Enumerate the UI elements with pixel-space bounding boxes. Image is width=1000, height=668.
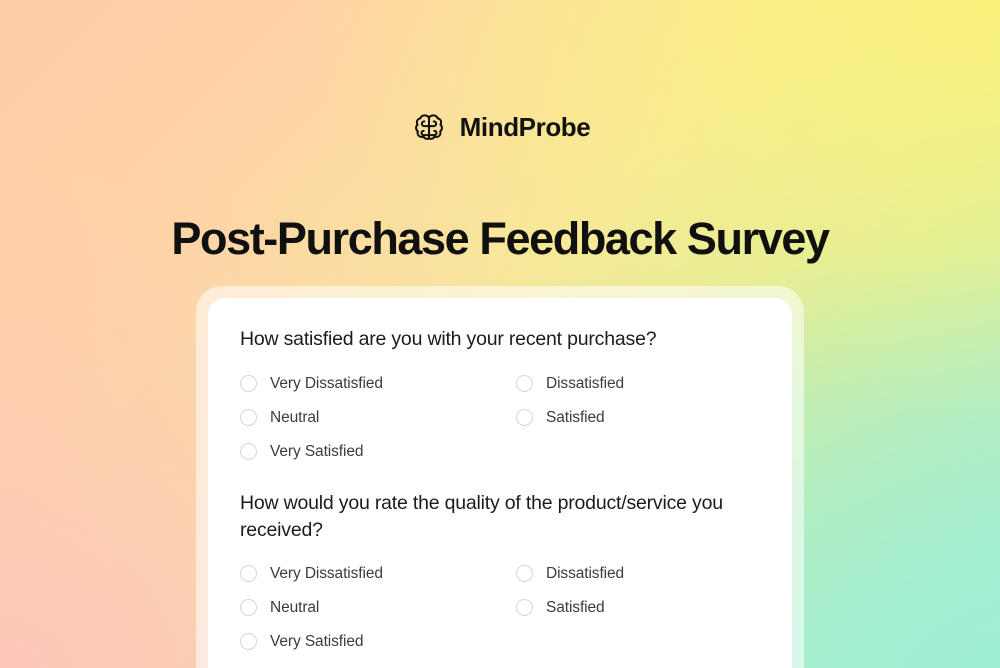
brand-logo: MindProbe [0,108,1000,146]
option-label: Neutral [270,408,320,426]
option-item[interactable]: Neutral [240,408,516,426]
option-label: Dissatisfied [546,565,625,583]
option-item[interactable]: Dissatisfied [516,374,760,392]
option-label: Very Satisfied [270,633,364,651]
option-label: Satisfied [546,408,605,426]
question-block: How would you rate the quality of the pr… [240,490,760,659]
brain-icon [410,108,448,146]
question-text: How would you rate the quality of the pr… [240,492,723,541]
survey-card: How satisfied are you with your recent p… [208,298,792,668]
option-item[interactable]: Neutral [240,599,516,617]
option-label: Very Satisfied [270,442,364,460]
radio-icon[interactable] [516,565,533,583]
option-item[interactable]: Very Dissatisfied [240,565,516,583]
survey-card-frame: How satisfied are you with your recent p… [196,286,804,668]
radio-icon[interactable] [240,442,257,460]
option-item[interactable]: Satisfied [516,408,760,426]
radio-icon[interactable] [240,374,257,392]
option-label: Satisfied [546,599,605,617]
option-item[interactable]: Very Dissatisfied [240,374,516,392]
radio-icon[interactable] [516,374,533,392]
option-item[interactable]: Very Satisfied [240,633,516,651]
options-group: Very Dissatisfied Neutral Very Satisfied… [240,366,760,468]
page-title: Post-Purchase Feedback Survey [171,213,830,265]
radio-icon[interactable] [240,408,257,426]
radio-icon[interactable] [516,408,533,426]
option-label: Very Dissatisfied [270,374,383,392]
radio-icon[interactable] [240,565,257,583]
option-label: Very Dissatisfied [270,565,383,583]
options-group: Very Dissatisfied Neutral Very Satisfied… [240,557,760,659]
option-label: Neutral [270,599,320,617]
option-item[interactable]: Satisfied [516,599,760,617]
option-label: Dissatisfied [546,374,625,392]
option-item[interactable]: Dissatisfied [516,565,760,583]
radio-icon[interactable] [240,599,257,617]
question-text: How satisfied are you with your recent p… [240,328,657,350]
radio-icon[interactable] [516,599,533,617]
radio-icon[interactable] [240,633,257,651]
question-block: How satisfied are you with your recent p… [240,326,760,468]
option-item[interactable]: Very Satisfied [240,442,516,460]
brand-name: MindProbe [459,112,591,142]
